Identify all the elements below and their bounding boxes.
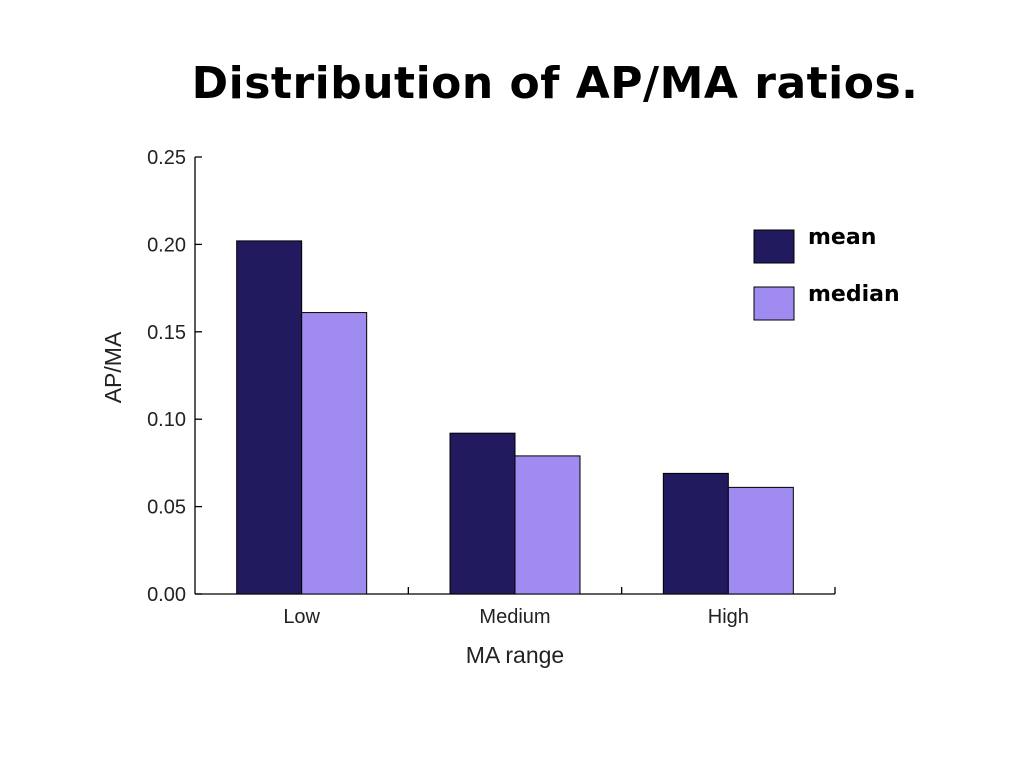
x-tick-label: Low [283, 606, 320, 628]
y-tick-label: 0.10 [147, 409, 186, 431]
chart-bars [236, 240, 794, 595]
y-tick-label: 0.20 [147, 234, 186, 256]
bar-mean-medium [449, 432, 516, 595]
legend-swatch-median [753, 286, 795, 321]
chart-title: Distribution of AP/MA ratios. [191, 58, 919, 109]
y-tick-label: 0.00 [147, 584, 186, 606]
legend-label-median: median [808, 282, 900, 307]
y-tick-label: 0.25 [147, 147, 186, 169]
legend-label-mean: mean [808, 225, 876, 250]
bar-median-low [301, 312, 368, 595]
x-tick-label: High [708, 606, 749, 628]
bar-median-medium [514, 455, 581, 595]
legend-swatch-mean [753, 229, 795, 264]
bar-median-high [727, 486, 794, 595]
y-tick-label: 0.05 [147, 497, 186, 519]
chart-labels: 0.00 0.05 0.10 0.15 0.20 0.25 Low Medium High MA … [100, 147, 749, 668]
y-tick-label: 0.15 [147, 322, 186, 344]
x-axis-title: MA range [466, 642, 564, 668]
bar-mean-low [236, 240, 303, 595]
chart-legend: mean median [753, 225, 900, 321]
y-axis-title: AP/MA [100, 331, 126, 403]
x-tick-label: Medium [479, 606, 550, 628]
bar-mean-high [662, 472, 729, 595]
